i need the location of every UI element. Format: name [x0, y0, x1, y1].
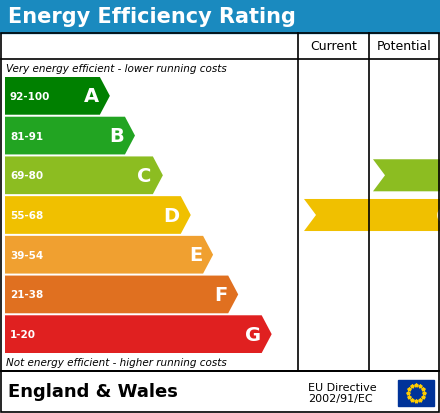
Bar: [1, 34, 439, 371]
Text: 81-91: 81-91: [10, 131, 43, 141]
Polygon shape: [304, 199, 440, 231]
Text: 61: 61: [436, 206, 440, 225]
Text: F: F: [214, 285, 227, 304]
Text: 39-54: 39-54: [10, 250, 43, 260]
Text: E: E: [189, 246, 202, 265]
Text: A: A: [84, 87, 99, 106]
Text: 21-38: 21-38: [10, 290, 43, 300]
Polygon shape: [5, 276, 238, 313]
Text: C: C: [137, 166, 152, 185]
Polygon shape: [5, 78, 110, 116]
Bar: [0, 0, 440, 34]
Text: Very energy efficient - lower running costs: Very energy efficient - lower running co…: [6, 64, 227, 74]
Polygon shape: [5, 236, 213, 274]
Text: B: B: [109, 127, 124, 146]
Polygon shape: [5, 316, 271, 353]
Text: England & Wales: England & Wales: [8, 382, 178, 400]
Polygon shape: [373, 160, 440, 192]
Text: 55-68: 55-68: [10, 211, 43, 221]
Polygon shape: [5, 157, 163, 195]
Text: Not energy efficient - higher running costs: Not energy efficient - higher running co…: [6, 357, 227, 367]
Polygon shape: [5, 197, 191, 234]
Text: 69-80: 69-80: [10, 171, 43, 181]
Text: 2002/91/EC: 2002/91/EC: [308, 393, 373, 403]
Text: EU Directive: EU Directive: [308, 382, 377, 392]
Text: G: G: [245, 325, 260, 344]
Polygon shape: [5, 117, 135, 155]
Text: Potential: Potential: [377, 40, 432, 53]
Text: D: D: [164, 206, 180, 225]
Text: Energy Efficiency Rating: Energy Efficiency Rating: [8, 7, 296, 27]
Bar: [398, 380, 434, 406]
Bar: [1, 371, 439, 412]
Text: 1-20: 1-20: [10, 329, 36, 339]
Text: 92-100: 92-100: [10, 92, 50, 102]
Text: Current: Current: [310, 40, 357, 53]
